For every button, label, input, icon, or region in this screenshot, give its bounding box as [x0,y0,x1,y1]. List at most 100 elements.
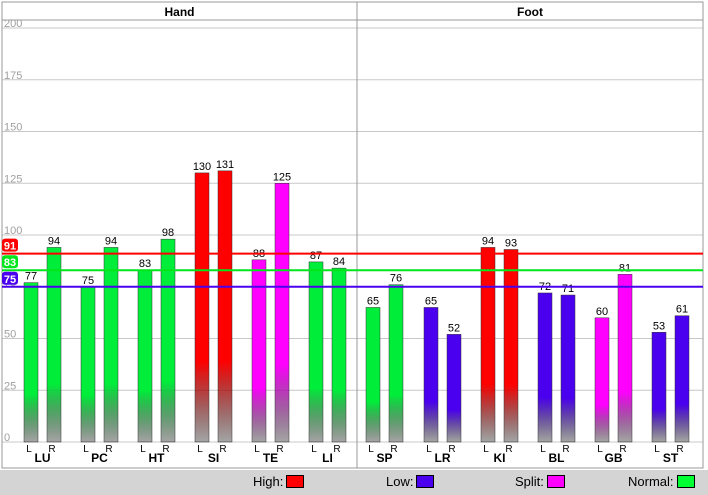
channel-label-li: LI [322,451,333,465]
side-label-ht-l: L [140,444,146,455]
y-tick-label: 175 [4,70,22,82]
bar-lu-r [46,247,62,443]
bar-value-label-ki-r: 93 [505,237,517,249]
legend-swatch-normal [676,475,695,488]
legend-item-normal: Normal: [628,474,695,489]
bar-value-label-lu-r: 94 [48,235,60,247]
reference-badge-83 [2,255,18,269]
meridian-bar-chart: 0255075100125150175200HandFoot77L94RLU75… [0,0,708,470]
bar-value-label-gb-r: 81 [619,262,631,274]
side-label-st-l: L [654,444,660,455]
y-tick-label: 50 [4,329,16,341]
bar-lr-r [446,334,462,443]
bar-st-r [674,315,690,443]
bar-value-label-ht-r: 98 [162,227,174,239]
side-label-sp-l: L [368,444,374,455]
legend-item-split: Split: [515,474,565,489]
legend-label-split: Split: [515,474,544,489]
group-header-foot: Foot [517,5,543,19]
reference-badge-91 [2,238,18,252]
channel-label-sp: SP [376,451,392,465]
side-label-si-r: R [219,444,226,455]
legend-item-high: High: [253,474,305,489]
bar-sp-l [365,307,381,443]
bar-te-l [251,259,267,443]
plot-border [1,1,704,469]
legend-swatch-high [286,475,305,488]
legend-label-normal: Normal: [628,474,674,489]
bar-ht-r [160,238,176,443]
channel-label-lr: LR [435,451,451,465]
reference-label-91: 91 [4,241,16,253]
bar-ki-r [503,249,519,443]
bar-value-label-ht-l: 83 [139,258,151,270]
side-label-sp-r: R [390,444,397,455]
bar-value-label-pc-r: 94 [105,235,117,247]
side-label-gb-r: R [619,444,626,455]
side-label-lr-r: R [448,444,455,455]
group-header-row [1,1,704,21]
bar-value-label-st-l: 53 [653,320,665,332]
bar-value-label-st-r: 61 [676,304,688,316]
bar-li-l [308,261,324,443]
bar-pc-r [103,247,119,443]
side-label-lr-l: L [426,444,432,455]
side-label-si-l: L [197,444,203,455]
side-label-bl-r: R [562,444,569,455]
y-tick-label: 25 [4,380,16,392]
bar-gb-r [617,274,633,443]
reference-badge-75 [2,271,18,285]
legend-item-low: Low: [386,474,435,489]
y-tick-label: 200 [4,18,22,30]
bar-value-label-sp-r: 76 [390,273,402,285]
y-tick-label: 0 [4,432,10,444]
channel-label-lu: LU [35,451,51,465]
group-header-hand: Hand [165,5,195,19]
bar-value-label-pc-l: 75 [82,275,94,287]
y-tick-label: 100 [4,225,22,237]
bar-ki-l [480,247,496,443]
side-label-ki-l: L [483,444,489,455]
channel-label-pc: PC [91,451,108,465]
bar-st-l [651,332,667,443]
channel-label-te: TE [263,451,278,465]
bar-gb-l [594,317,610,443]
channel-label-gb: GB [605,451,623,465]
legend-label-low: Low: [386,474,414,489]
bar-value-label-lr-r: 52 [448,322,460,334]
side-label-li-r: R [333,444,340,455]
bar-pc-l [80,286,96,443]
bar-li-r [331,267,347,443]
side-label-lu-r: R [48,444,55,455]
reference-label-75: 75 [4,274,16,286]
bar-ht-l [137,269,153,443]
legend-label-high: High: [253,474,284,489]
bar-value-label-bl-r: 71 [562,283,574,295]
side-label-pc-l: L [83,444,89,455]
legend-swatch-split [546,475,565,488]
bar-bl-r [560,294,576,443]
side-label-ht-r: R [162,444,169,455]
bar-value-label-si-l: 130 [193,161,211,173]
y-tick-label: 150 [4,122,22,134]
side-label-te-l: L [254,444,260,455]
y-tick-label: 125 [4,173,22,185]
channel-label-st: ST [663,451,679,465]
channel-label-bl: BL [549,451,565,465]
bar-value-label-sp-l: 65 [367,295,379,307]
legend-swatch-low [416,475,435,488]
bar-value-label-lr-l: 65 [425,295,437,307]
bar-value-label-li-r: 84 [333,256,345,268]
side-label-gb-l: L [597,444,603,455]
bar-value-label-gb-l: 60 [596,306,608,318]
bar-si-l [194,172,210,443]
channel-label-si: SI [208,451,219,465]
side-label-li-l: L [311,444,317,455]
bar-value-label-si-r: 131 [216,159,234,171]
side-label-st-r: R [676,444,683,455]
bar-te-r [274,183,290,443]
bar-value-label-te-r: 125 [273,171,291,183]
side-label-te-r: R [276,444,283,455]
channel-label-ht: HT [149,451,166,465]
side-label-ki-r: R [505,444,512,455]
